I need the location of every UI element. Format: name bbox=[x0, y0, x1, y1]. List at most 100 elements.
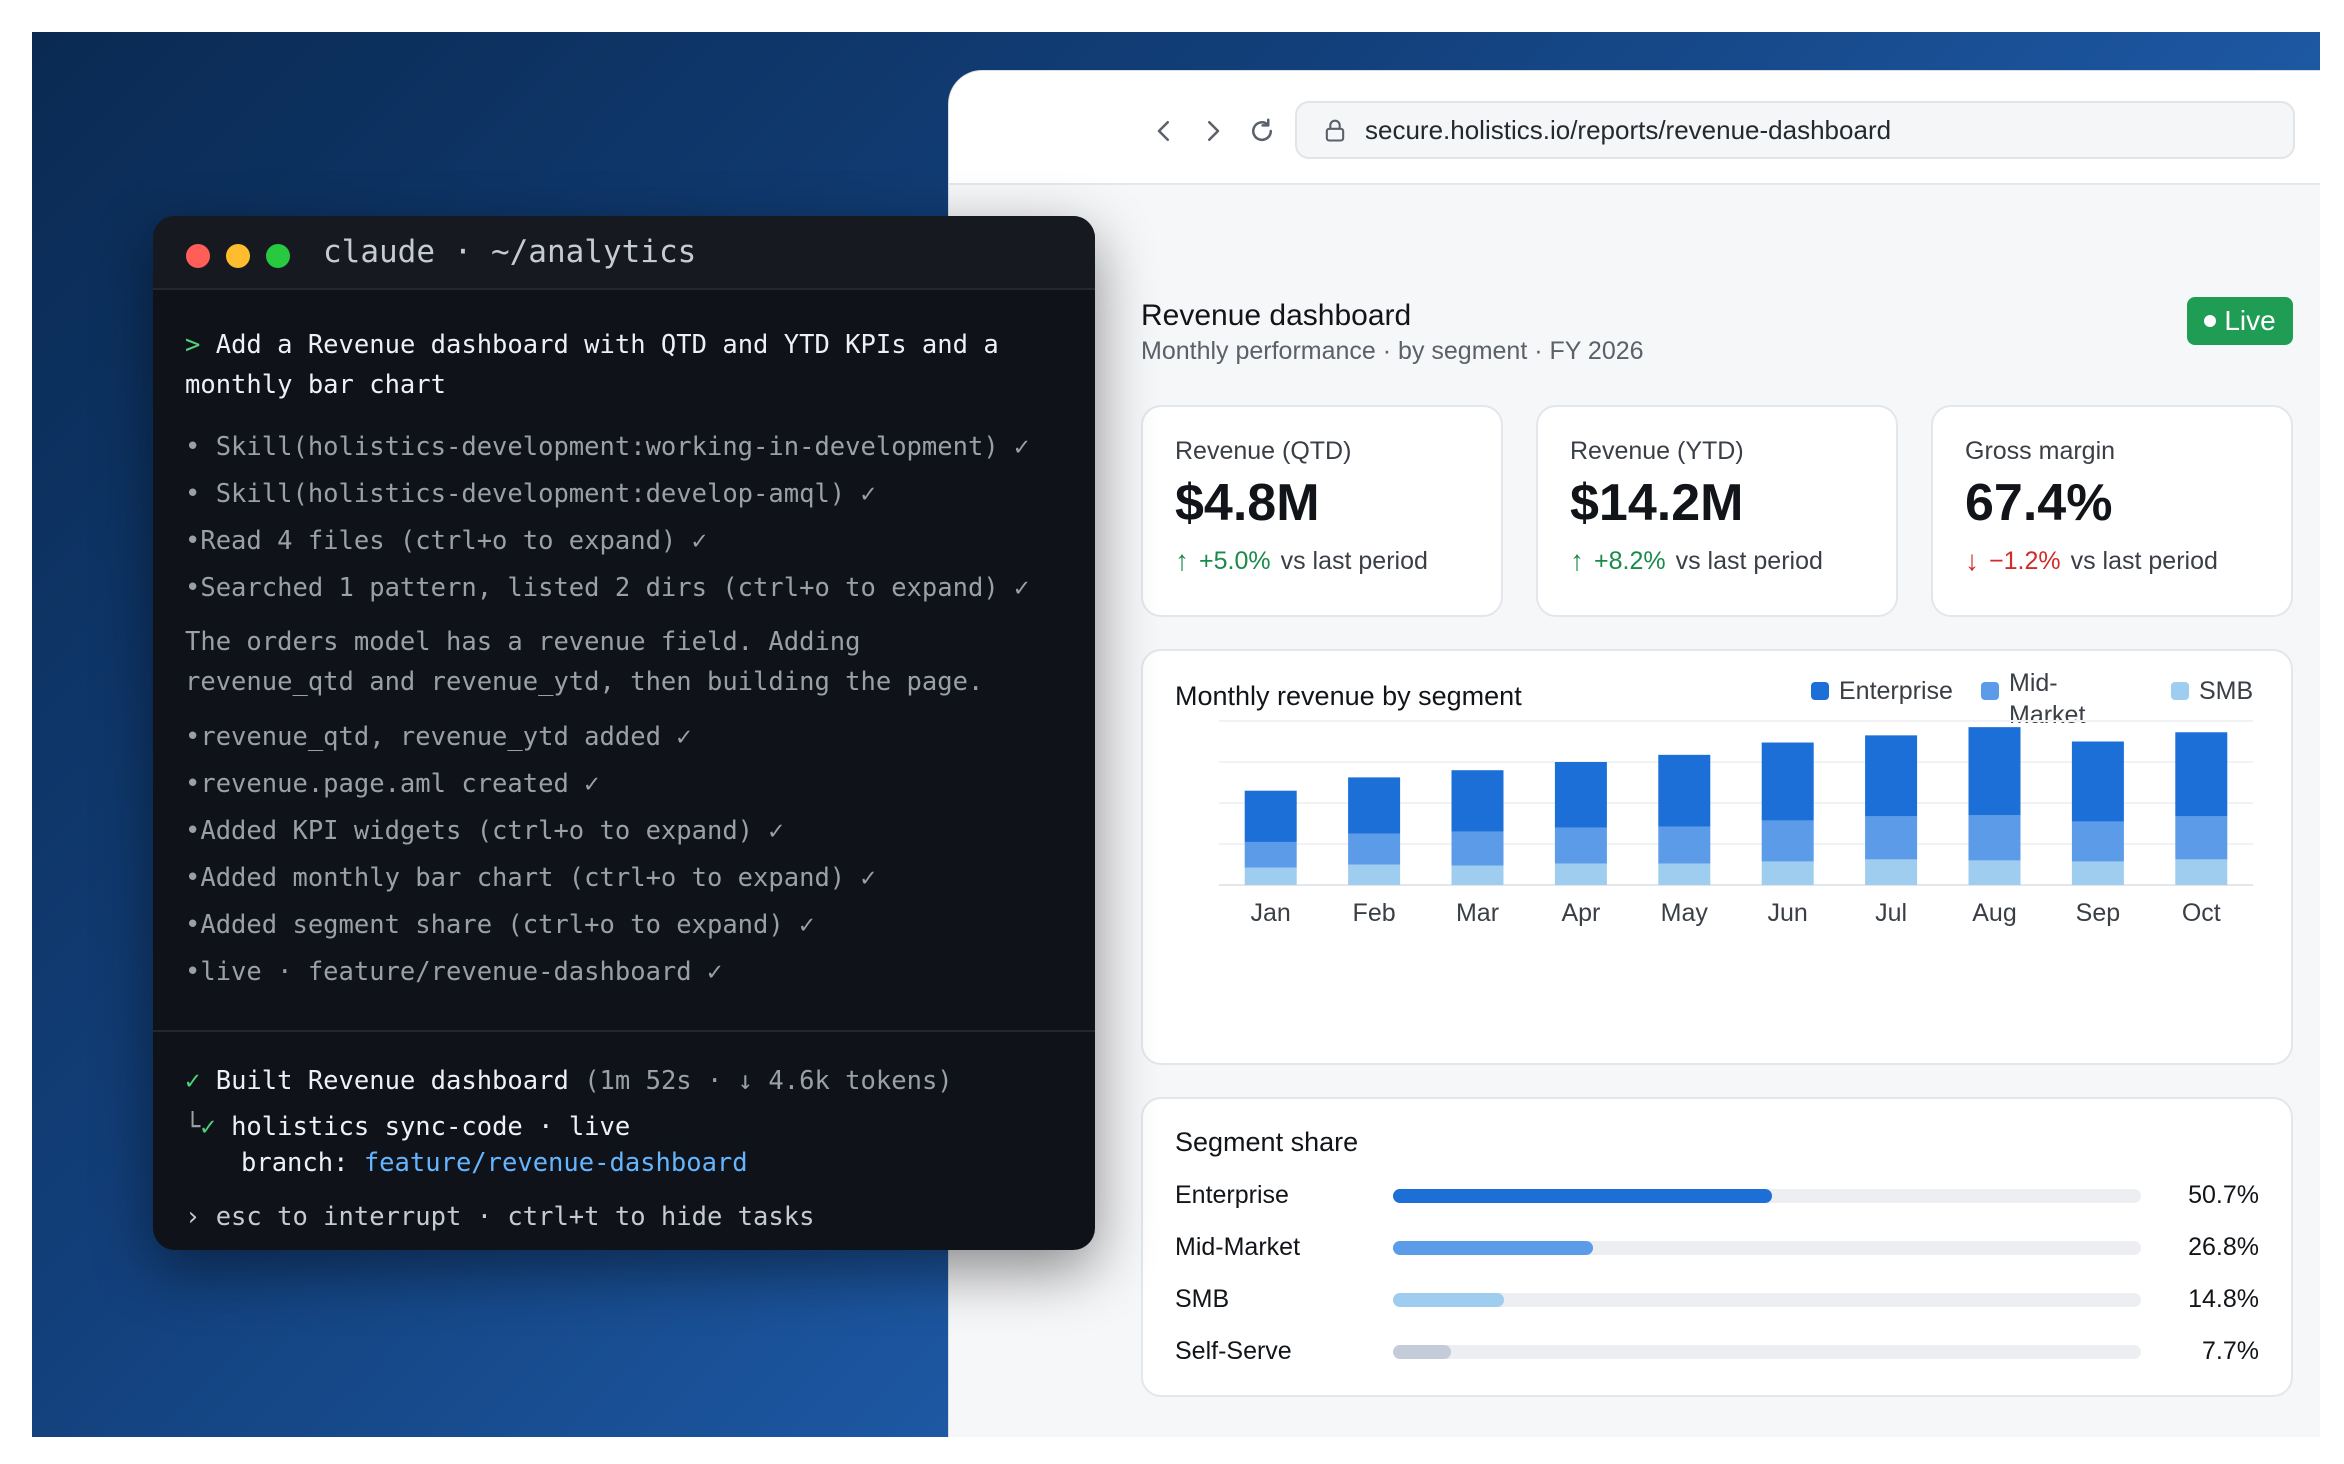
bar-mid-market-feb[interactable] bbox=[1348, 833, 1401, 865]
task-line: •Read 4 files (ctrl+o to expand) ✓ bbox=[185, 526, 707, 556]
segment-row-self-serve: Self-Serve 7.7% bbox=[1175, 1331, 2259, 1371]
kpi-delta-suffix: vs last period bbox=[2070, 546, 2218, 575]
bar-enterprise-jul[interactable] bbox=[1865, 735, 1918, 817]
legend-swatch-smb bbox=[2171, 682, 2189, 700]
bar-smb-oct[interactable] bbox=[2175, 859, 2228, 885]
chart-title: Monthly revenue by segment bbox=[1175, 681, 1522, 711]
built-summary: ✓ Built Revenue dashboard (1m 52s · ↓ 4.… bbox=[185, 1066, 953, 1096]
user-prompt-line: > Add a Revenue dashboard with QTD and Y… bbox=[185, 330, 999, 360]
bar-mid-market-apr[interactable] bbox=[1554, 827, 1607, 864]
maximize-window-button[interactable] bbox=[266, 244, 290, 268]
segment-label: Mid-Market bbox=[1175, 1233, 1301, 1261]
x-tick-label: Feb bbox=[1353, 899, 1396, 927]
bar-smb-jul[interactable] bbox=[1865, 859, 1918, 885]
bar-enterprise-apr[interactable] bbox=[1554, 762, 1607, 828]
browser-toolbar: secure.holistics.io/reports/revenue-dash… bbox=[949, 71, 2320, 185]
reload-icon bbox=[1252, 118, 1273, 142]
reload-button[interactable] bbox=[1242, 111, 1282, 151]
prompt-text: Add a Revenue dashboard with QTD and YTD… bbox=[200, 330, 999, 360]
bar-smb-jun[interactable] bbox=[1761, 861, 1814, 885]
segment-value: 7.7% bbox=[2202, 1337, 2259, 1365]
kpi-label: Revenue (QTD) bbox=[1175, 437, 1352, 465]
bar-mid-market-jun[interactable] bbox=[1761, 820, 1814, 862]
forward-button[interactable] bbox=[1193, 111, 1233, 151]
legend-swatch-enterprise bbox=[1811, 682, 1829, 700]
legend-label: SMB bbox=[2199, 677, 2254, 705]
bar-enterprise-mar[interactable] bbox=[1451, 770, 1504, 832]
back-button[interactable] bbox=[1144, 111, 1184, 151]
dashboard-page: Revenue dashboard Monthly performance · … bbox=[949, 185, 2320, 1437]
step-line: •Added monthly bar chart (ctrl+o to expa… bbox=[185, 863, 876, 893]
segment-value: 50.7% bbox=[2188, 1181, 2259, 1209]
kpi-delta: ↑ +5.0% vs last period bbox=[1175, 545, 1428, 577]
bar-smb-feb[interactable] bbox=[1348, 864, 1401, 886]
task-line: •Searched 1 pattern, listed 2 dirs (ctrl… bbox=[185, 573, 1030, 603]
segment-share-title: Segment share bbox=[1175, 1127, 1359, 1157]
legend-label: Enterprise bbox=[1839, 677, 1953, 705]
x-tick-label: May bbox=[1661, 899, 1709, 927]
segment-row-enterprise: Enterprise 50.7% bbox=[1175, 1175, 2259, 1215]
legend-label: Mid-Market bbox=[2009, 669, 2086, 729]
bar-enterprise-jan[interactable] bbox=[1244, 790, 1297, 842]
segment-track bbox=[1393, 1189, 2141, 1203]
segment-track bbox=[1393, 1345, 2141, 1359]
legend-item-enterprise: Enterprise bbox=[1811, 677, 1953, 706]
bar-mid-market-mar[interactable] bbox=[1451, 831, 1504, 866]
address-bar[interactable]: secure.holistics.io/reports/revenue-dash… bbox=[1295, 101, 2295, 159]
minimize-window-button[interactable] bbox=[226, 244, 250, 268]
bar-smb-sep[interactable] bbox=[2071, 861, 2124, 885]
live-label: Live bbox=[2224, 305, 2276, 336]
branch-link[interactable]: feature/revenue-dashboard bbox=[363, 1148, 748, 1178]
step-line: •Added KPI widgets (ctrl+o to expand) ✓ bbox=[185, 816, 784, 846]
segment-row-smb: SMB 14.8% bbox=[1175, 1279, 2259, 1319]
segment-row-mid-market: Mid-Market 26.8% bbox=[1175, 1227, 2259, 1267]
kpi-delta-suffix: vs last period bbox=[1675, 546, 1823, 575]
bar-mid-market-sep[interactable] bbox=[2071, 821, 2124, 862]
terminal-window: claude · ~/analytics > Add a Revenue das… bbox=[153, 216, 1095, 1250]
monthly-revenue-chart-card: Monthly revenue by segment Enterprise Mi… bbox=[1141, 649, 2293, 1065]
kpi-delta-value: −1.2% bbox=[1989, 546, 2061, 575]
terminal-divider bbox=[153, 1030, 1095, 1032]
kpi-card-revenue-ytd: Revenue (YTD) $14.2M ↑ +8.2% vs last per… bbox=[1536, 405, 1898, 617]
bar-smb-may[interactable] bbox=[1658, 863, 1711, 885]
built-meta: (1m 52s · ↓ 4.6k tokens) bbox=[584, 1066, 953, 1096]
segment-share-card: Segment share Enterprise 50.7% Mid-Marke… bbox=[1141, 1097, 2293, 1397]
bar-mid-market-jul[interactable] bbox=[1865, 816, 1918, 860]
bar-enterprise-oct[interactable] bbox=[2175, 732, 2228, 817]
lock-icon bbox=[1325, 119, 1345, 142]
bar-mid-market-jan[interactable] bbox=[1244, 841, 1297, 868]
url-text: secure.holistics.io/reports/revenue-dash… bbox=[1365, 114, 1892, 145]
kpi-card-gross-margin: Gross margin 67.4% ↓ −1.2% vs last perio… bbox=[1931, 405, 2293, 617]
bar-smb-mar[interactable] bbox=[1451, 865, 1504, 885]
segment-value: 26.8% bbox=[2188, 1233, 2259, 1261]
task-line: • Skill(holistics-development:working-in… bbox=[185, 432, 1030, 462]
kpi-delta-value: +8.2% bbox=[1594, 546, 1666, 575]
bar-smb-aug[interactable] bbox=[1968, 860, 2021, 885]
bar-enterprise-may[interactable] bbox=[1658, 754, 1711, 827]
x-tick-label: Apr bbox=[1561, 899, 1600, 927]
bar-smb-jan[interactable] bbox=[1244, 867, 1297, 885]
bar-enterprise-feb[interactable] bbox=[1348, 777, 1401, 834]
assistant-message: revenue_qtd and revenue_ytd, then buildi… bbox=[185, 667, 984, 697]
bar-mid-market-aug[interactable] bbox=[1968, 815, 2021, 861]
bar-mid-market-may[interactable] bbox=[1658, 826, 1711, 864]
step-line: •Added segment share (ctrl+o to expand) … bbox=[185, 910, 815, 940]
segment-label: Self-Serve bbox=[1175, 1337, 1292, 1365]
close-window-button[interactable] bbox=[186, 244, 210, 268]
bar-enterprise-aug[interactable] bbox=[1968, 727, 2021, 816]
kpi-value: $4.8M bbox=[1175, 474, 1320, 532]
task-line: • Skill(holistics-development:develop-am… bbox=[185, 479, 876, 509]
bar-enterprise-jun[interactable] bbox=[1761, 742, 1814, 821]
segment-fill bbox=[1393, 1189, 1773, 1203]
bar-enterprise-sep[interactable] bbox=[2071, 741, 2124, 822]
kpi-card-revenue-qtd: Revenue (QTD) $4.8M ↑ +5.0% vs last peri… bbox=[1141, 405, 1503, 617]
check-icon: ✓ bbox=[185, 1066, 201, 1096]
bar-smb-apr[interactable] bbox=[1554, 863, 1607, 885]
hint-line: › esc to interrupt · ctrl+t to hide task… bbox=[185, 1202, 815, 1232]
live-dot-icon bbox=[2204, 315, 2217, 327]
bar-mid-market-oct[interactable] bbox=[2175, 816, 2228, 860]
step-line: •revenue.page.aml created ✓ bbox=[185, 769, 600, 799]
x-tick-label: Jan bbox=[1251, 899, 1291, 927]
legend-item-mid-market: Mid-Market bbox=[1981, 669, 2089, 731]
terminal-titlebar: claude · ~/analytics bbox=[153, 216, 1095, 290]
